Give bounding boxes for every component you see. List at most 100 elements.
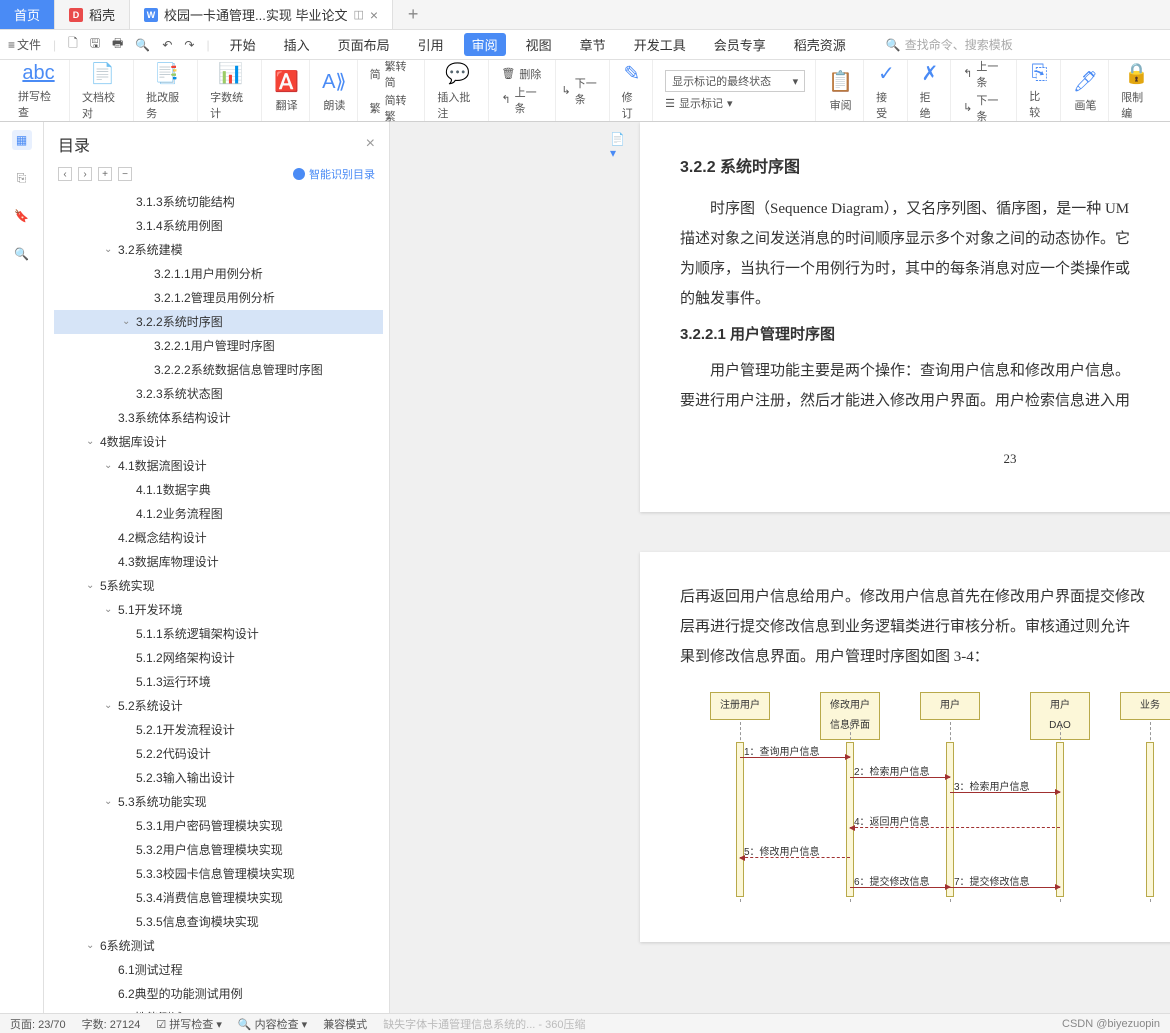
menu-layout[interactable]: 页面布局 (330, 35, 398, 54)
prev-change-button[interactable]: ↰上一条 (963, 58, 1006, 90)
outline-item[interactable]: 4.3数据库物理设计 (54, 550, 383, 574)
wordcount-button[interactable]: 📊字数统计 (200, 60, 262, 121)
expand-all-icon[interactable]: › (78, 167, 92, 181)
spellcheck-button[interactable]: abc拼写检查 (8, 60, 70, 121)
review-pane-button[interactable]: 📋审阅 (818, 60, 864, 121)
outline-item[interactable]: 5.1.1系统逻辑架构设计 (54, 622, 383, 646)
reject-button[interactable]: ✗拒绝 (910, 60, 952, 121)
tab-add-button[interactable]: + (393, 0, 433, 29)
ink-button[interactable]: 🖊画笔 (1063, 60, 1109, 121)
collapse-all-icon[interactable]: ‹ (58, 167, 72, 181)
delete-comment-button[interactable]: 🗑删除 (501, 66, 544, 82)
menu-button[interactable]: ≡ 文件 (8, 36, 41, 53)
outline-item[interactable]: 5.3.3校园卡信息管理模块实现 (54, 862, 383, 886)
outline-item[interactable]: 6.1测试过程 (54, 958, 383, 982)
outline-item[interactable]: 4.1.1数据字典 (54, 478, 383, 502)
message-label: 7：提交修改信息 (954, 873, 1030, 893)
menu-view[interactable]: 视图 (518, 35, 560, 54)
outline-item[interactable]: 5.2.1开发流程设计 (54, 718, 383, 742)
tab-document[interactable]: W校园一卡通管理...实现 毕业论文◫× (130, 0, 393, 29)
outline-item[interactable]: 5.2.2代码设计 (54, 742, 383, 766)
menu-member[interactable]: 会员专享 (706, 35, 774, 54)
doccheck-button[interactable]: 📄文档校对 (72, 60, 134, 121)
content-check-status[interactable]: 🔍 内容检查 ▾ (238, 1016, 307, 1032)
outline-item[interactable]: ⌄5.1开发环境 (54, 598, 383, 622)
new-icon[interactable]: 🗋 (68, 34, 78, 55)
outline-item[interactable]: 3.1.3系统切能结构 (54, 190, 383, 214)
menu-start[interactable]: 开始 (222, 35, 264, 54)
outline-item[interactable]: 5.1.2网络架构设计 (54, 646, 383, 670)
smart-outline-button[interactable]: 智能识别目录 (293, 166, 375, 182)
outline-item[interactable]: 3.2.1.2管理员用例分析 (54, 286, 383, 310)
outline-item[interactable]: 3.2.2.2系统数据信息管理时序图 (54, 358, 383, 382)
outline-item[interactable]: 3.2.2.1用户管理时序图 (54, 334, 383, 358)
menu-review[interactable]: 审阅 (464, 33, 506, 56)
outline-item[interactable]: ⌄4数据库设计 (54, 430, 383, 454)
undo-icon[interactable]: ↶ (162, 38, 172, 52)
tag-rail-icon[interactable]: 🔖 (12, 206, 32, 226)
restrict-button[interactable]: 🔒限制编 (1111, 60, 1162, 121)
outline-item[interactable]: 6.2典型的功能测试用例 (54, 982, 383, 1006)
tab-shell[interactable]: D稻壳 (55, 0, 130, 29)
menu-insert[interactable]: 插入 (276, 35, 318, 54)
outline-item[interactable]: 3.2.3系统状态图 (54, 382, 383, 406)
outline-item[interactable]: ⌄3.2系统建模 (54, 238, 383, 262)
document-area[interactable]: 📄▾ 3.2.2 系统时序图 时序图（Sequence Diagram），又名序… (390, 122, 1170, 1013)
outline-item[interactable]: ⌄4.1数据流图设计 (54, 454, 383, 478)
preview-icon[interactable]: 🔍 (135, 38, 150, 52)
bookmark-rail-icon[interactable]: ⎘ (12, 168, 32, 188)
page-gutter-icon[interactable]: 📄▾ (610, 132, 630, 152)
next-comment-button[interactable]: ↳下一条 (558, 60, 610, 121)
simp-to-trad-button[interactable]: 简繁转简 (370, 58, 415, 90)
word-count[interactable]: 字数: 27124 (82, 1016, 141, 1032)
page-indicator[interactable]: 页面: 23/70 (10, 1016, 66, 1032)
search-input[interactable]: 🔍 查找命令、搜索模板 (886, 36, 1013, 53)
lifeline-head: 用户 (920, 692, 980, 720)
menu-devtools[interactable]: 开发工具 (626, 35, 694, 54)
batch-button[interactable]: 📑批改服务 (136, 60, 198, 121)
outline-item[interactable]: ⌄5系统实现 (54, 574, 383, 598)
outline-close-icon[interactable]: × (366, 135, 375, 153)
track-state-select[interactable]: 显示标记的最终状态▾ (665, 70, 805, 92)
spell-status[interactable]: ☑ 拼写检查 ▾ (156, 1016, 222, 1032)
outline-item[interactable]: 4.1.2业务流程图 (54, 502, 383, 526)
compare-button[interactable]: ⎘比较 (1019, 60, 1061, 121)
add-outline-icon[interactable]: + (98, 167, 112, 181)
outline-item[interactable]: ⌄5.3系统功能实现 (54, 790, 383, 814)
insert-comment-button[interactable]: 💬插入批注 (427, 60, 489, 121)
next-change-button[interactable]: ↳下一条 (963, 92, 1006, 124)
outline-item[interactable]: ⌄6系统测试 (54, 934, 383, 958)
outline-tree[interactable]: 3.1.3系统切能结构3.1.4系统用例图⌄3.2系统建模3.2.1.1用户用例… (44, 190, 389, 1013)
outline-item[interactable]: 6.3性能测试 (54, 1006, 383, 1013)
outline-rail-icon[interactable]: ▦ (12, 130, 32, 150)
save-icon[interactable]: 🖫 (90, 34, 100, 55)
prev-comment-button[interactable]: ↰上一条 (501, 84, 544, 116)
search-rail-icon[interactable]: 🔍 (12, 244, 32, 264)
outline-item[interactable]: ⌄3.2.2系统时序图 (54, 310, 383, 334)
read-button[interactable]: A⟫朗读 (312, 60, 357, 121)
close-icon[interactable]: × (370, 7, 378, 23)
outline-item[interactable]: 5.2.3输入输出设计 (54, 766, 383, 790)
menu-chapter[interactable]: 章节 (572, 35, 614, 54)
outline-item[interactable]: 3.1.4系统用例图 (54, 214, 383, 238)
accept-button[interactable]: ✓接受 (866, 60, 908, 121)
print-icon[interactable]: 🖶 (112, 34, 123, 55)
outline-item[interactable]: ⌄5.2系统设计 (54, 694, 383, 718)
show-mark-button[interactable]: ☰显示标记 ▾ (665, 95, 732, 111)
outline-item[interactable]: 3.2.1.1用户用例分析 (54, 262, 383, 286)
revise-button[interactable]: ✎修订 (612, 60, 654, 121)
translate-button[interactable]: 🅰️翻译 (264, 60, 310, 121)
outline-item[interactable]: 5.3.2用户信息管理模块实现 (54, 838, 383, 862)
trad-to-simp-button[interactable]: 繁简转繁 (370, 92, 415, 124)
outline-item[interactable]: 3.3系统体系结构设计 (54, 406, 383, 430)
outline-item[interactable]: 4.2概念结构设计 (54, 526, 383, 550)
outline-item[interactable]: 5.3.5信息查询模块实现 (54, 910, 383, 934)
outline-item[interactable]: 5.3.4消费信息管理模块实现 (54, 886, 383, 910)
tab-home[interactable]: 首页 (0, 0, 55, 29)
menu-shell-res[interactable]: 稻壳资源 (786, 35, 854, 54)
remove-outline-icon[interactable]: − (118, 167, 132, 181)
menu-ref[interactable]: 引用 (410, 35, 452, 54)
outline-item[interactable]: 5.3.1用户密码管理模块实现 (54, 814, 383, 838)
redo-icon[interactable]: ↷ (184, 38, 194, 52)
outline-item[interactable]: 5.1.3运行环境 (54, 670, 383, 694)
